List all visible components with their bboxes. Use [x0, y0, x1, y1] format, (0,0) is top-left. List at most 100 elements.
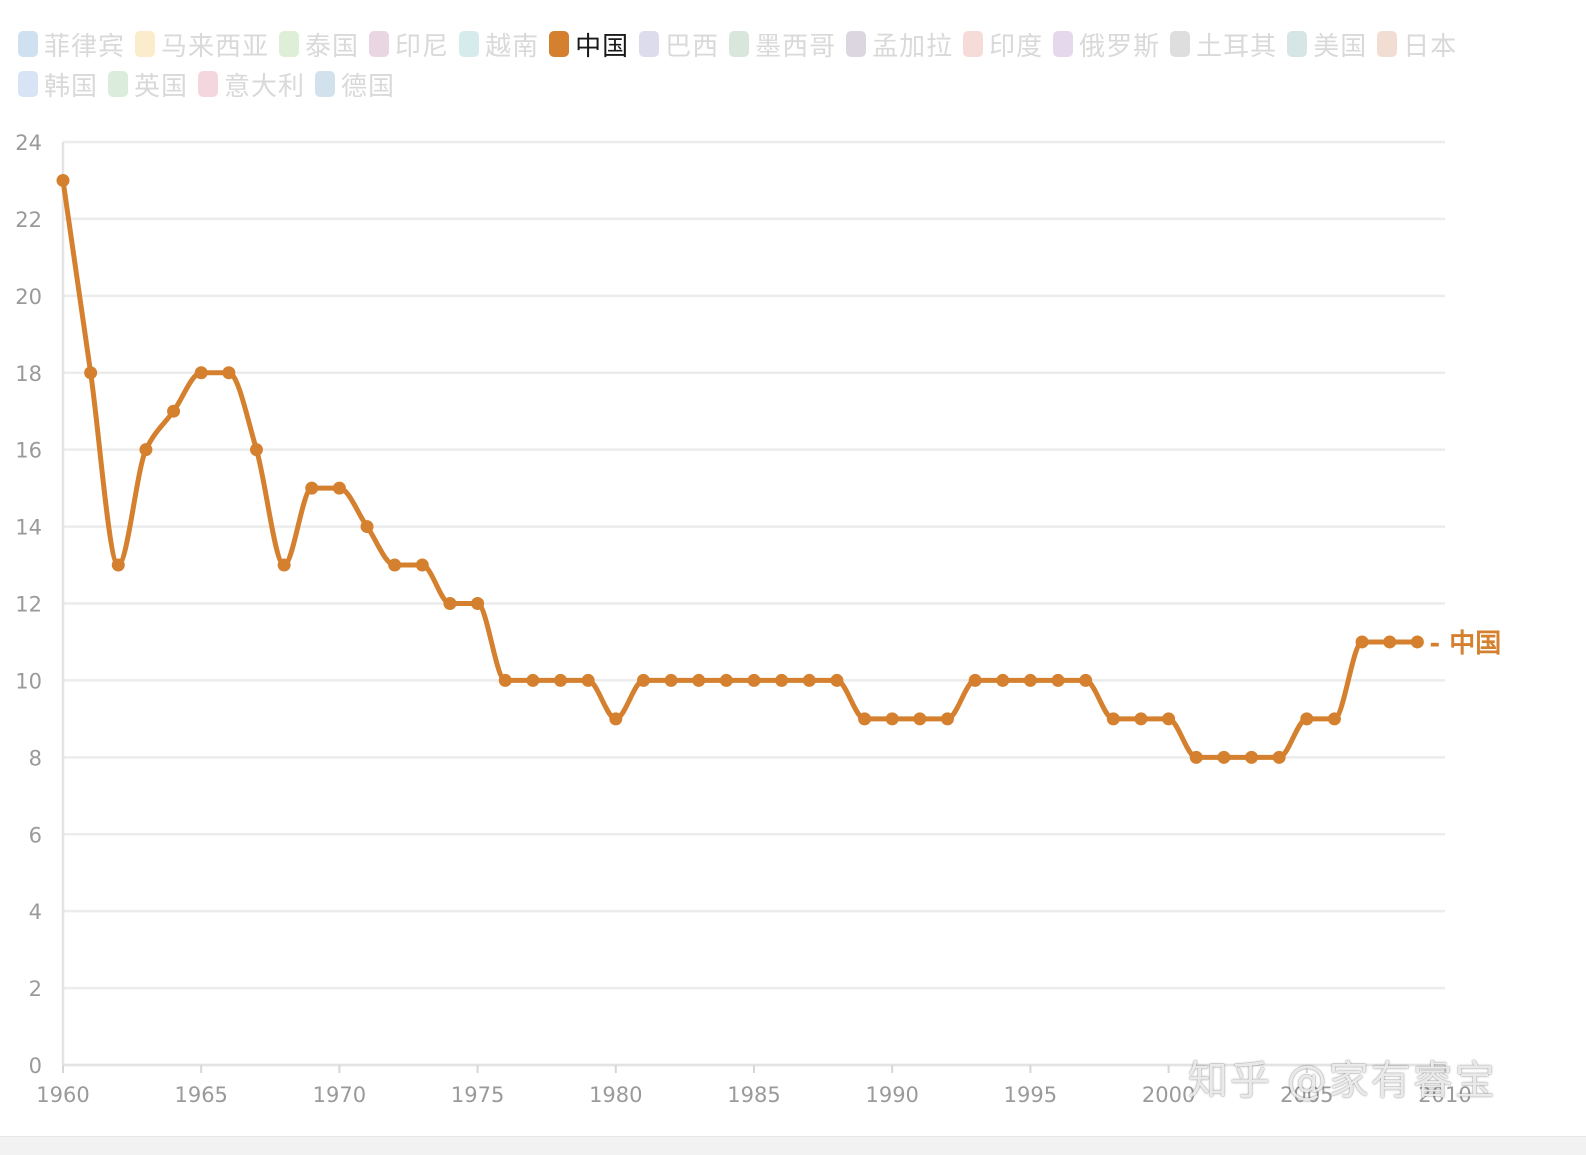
legend-label: 越南: [485, 31, 540, 62]
data-point: [84, 366, 98, 380]
x-tick-label: 1970: [313, 1083, 366, 1107]
data-point: [1327, 712, 1341, 726]
data-point: [111, 558, 125, 572]
data-point: [194, 366, 208, 380]
data-point: [968, 673, 982, 687]
data-point: [1245, 750, 1259, 764]
legend-swatch: [198, 71, 219, 97]
data-point: [249, 443, 263, 457]
legend-label: 印度: [989, 31, 1044, 62]
legend-item[interactable]: 越南: [459, 24, 539, 64]
legend-item[interactable]: 韩国: [18, 64, 98, 104]
legend-label: 孟加拉: [872, 31, 954, 62]
data-point: [1272, 750, 1286, 764]
x-tick-label: 1995: [1004, 1083, 1057, 1107]
data-point: [1217, 750, 1231, 764]
data-point: [636, 673, 650, 687]
data-point: [747, 673, 761, 687]
data-point: [692, 673, 706, 687]
data-point: [1300, 712, 1314, 726]
data-point: [167, 404, 181, 418]
data-point: [498, 673, 512, 687]
legend-item[interactable]: 泰国: [279, 24, 359, 64]
data-point: [802, 673, 816, 687]
legend-label: 中国: [575, 31, 630, 62]
legend-item[interactable]: 土耳其: [1170, 24, 1277, 64]
data-point: [830, 673, 844, 687]
x-tick-label: 1965: [174, 1083, 227, 1107]
legend-item[interactable]: 菲律宾: [18, 24, 125, 64]
data-point: [1383, 635, 1397, 649]
x-tick-label: 1960: [36, 1083, 89, 1107]
legend-label: 俄罗斯: [1079, 31, 1161, 62]
legend-swatch: [846, 31, 867, 57]
data-point: [858, 712, 872, 726]
series-line: [60, 177, 1420, 760]
data-point: [56, 173, 70, 187]
x-tick-label: 1975: [451, 1083, 504, 1107]
legend-item[interactable]: 美国: [1287, 24, 1367, 64]
legend-swatch: [108, 71, 129, 97]
data-point: [1051, 673, 1065, 687]
data-point: [554, 673, 568, 687]
legend-swatch: [459, 31, 480, 57]
legend-label: 德国: [341, 71, 396, 102]
legend-item[interactable]: 巴西: [639, 24, 719, 64]
legend-item[interactable]: 墨西哥: [729, 24, 836, 64]
data-point: [526, 673, 540, 687]
legend-label: 墨西哥: [755, 31, 837, 62]
legend-label: 美国: [1313, 31, 1368, 62]
y-tick-label: 22: [15, 208, 42, 232]
legend-swatch: [1170, 31, 1191, 57]
x-tick-label: 2010: [1418, 1083, 1471, 1107]
data-point: [471, 597, 485, 610]
data-point: [415, 558, 429, 572]
legend-swatch: [1053, 31, 1074, 57]
bottom-bar: [0, 1136, 1586, 1155]
y-tick-label: 24: [15, 131, 42, 155]
data-point: [996, 673, 1010, 687]
x-tick-label: 1990: [865, 1083, 918, 1107]
legend-label: 泰国: [305, 31, 360, 62]
legend-label: 日本: [1403, 31, 1458, 62]
data-point: [443, 597, 457, 610]
watermark: 知乎 @家有睿宝: [1188, 1058, 1497, 1104]
legend-item[interactable]: 孟加拉: [846, 24, 953, 64]
y-tick-label: 16: [15, 439, 42, 463]
legend-item[interactable]: 德国: [315, 64, 395, 104]
y-tick-label: 20: [15, 285, 42, 309]
y-tick-label: 14: [15, 516, 42, 540]
chart-legend: 菲律宾 马来西亚 泰国 印尼 越南 中国 巴西 墨西哥 孟加拉 印度 俄罗斯 土耳其 美国 日本韩国 英国 意…: [18, 24, 1538, 104]
data-point: [222, 366, 236, 380]
data-point: [609, 712, 623, 726]
data-point: [1162, 712, 1176, 726]
data-point: [775, 673, 789, 687]
legend-item[interactable]: 英国: [108, 64, 188, 104]
y-tick-label: 4: [29, 900, 42, 924]
legend-swatch: [549, 31, 570, 57]
legend-label: 英国: [134, 71, 189, 102]
legend-swatch: [135, 31, 156, 57]
legend-swatch: [729, 31, 750, 57]
legend-swatch: [639, 31, 660, 57]
data-point: [332, 481, 346, 495]
legend-item[interactable]: 俄罗斯: [1053, 24, 1160, 64]
legend-item[interactable]: 马来西亚: [135, 24, 269, 64]
legend-swatch: [279, 31, 300, 57]
y-tick-label: 8: [29, 746, 42, 770]
legend-item[interactable]: 日本: [1377, 24, 1457, 64]
legend-item[interactable]: 印度: [963, 24, 1043, 64]
legend-label: 意大利: [224, 71, 306, 102]
x-tick-label: 2000: [1142, 1083, 1195, 1107]
data-point: [277, 558, 291, 572]
series-points: [56, 173, 1424, 764]
series-end-label: - 中国: [1429, 629, 1501, 659]
legend-item[interactable]: 中国: [549, 24, 629, 64]
legend-item[interactable]: 意大利: [198, 64, 305, 104]
legend-item[interactable]: 印尼: [369, 24, 449, 64]
y-tick-label: 12: [15, 593, 42, 617]
data-point: [139, 443, 153, 457]
data-point: [1023, 673, 1037, 687]
x-tick-label: 1985: [727, 1083, 780, 1107]
